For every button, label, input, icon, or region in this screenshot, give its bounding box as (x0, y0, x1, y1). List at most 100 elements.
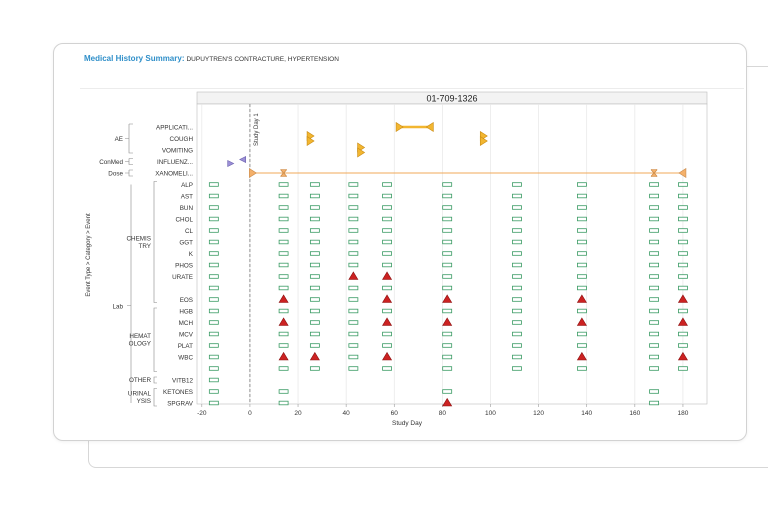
lab-normal-marker (577, 251, 587, 256)
lab-normal-marker (382, 251, 392, 256)
lab-normal-marker (649, 320, 659, 325)
lab-normal-marker (382, 182, 392, 187)
lab-normal-marker (348, 297, 359, 302)
lab-normal-marker (678, 216, 688, 222)
conmed-marker (239, 156, 247, 163)
lab-normal-marker (208, 193, 219, 199)
lab-normal-marker (382, 205, 392, 210)
lab-normal-marker (278, 285, 289, 291)
lab-normal-marker (348, 262, 359, 268)
category-label: OTHER (129, 377, 151, 384)
lab-high-marker (576, 317, 587, 326)
lab-normal-marker (278, 331, 289, 337)
lab-normal-marker (512, 354, 522, 360)
lab-normal-marker (382, 239, 392, 245)
x-axis-label: Study Day (392, 420, 423, 427)
lab-normal-marker (208, 331, 219, 337)
ae-marker (306, 135, 315, 147)
lab-high-marker (677, 317, 688, 326)
lab-high-marker (278, 351, 289, 361)
event-label: INFLUENZ... (157, 159, 193, 166)
type-label: AE (115, 136, 123, 143)
lab-normal-marker (442, 308, 453, 314)
type-bracket (125, 123, 133, 154)
event-label: K (189, 251, 194, 258)
lab-normal-marker (512, 274, 522, 279)
lab-normal-marker (512, 216, 522, 222)
category-label: CHEMIS (127, 235, 152, 242)
lab-normal-marker (649, 182, 659, 187)
lab-normal-marker (649, 262, 659, 268)
lab-high-marker (442, 294, 453, 303)
lab-normal-marker (309, 366, 320, 371)
lab-normal-marker (577, 239, 587, 245)
x-tick-label: 160 (629, 410, 640, 417)
lab-high-marker (442, 397, 453, 407)
lab-normal-marker (208, 366, 219, 371)
lab-normal-marker (278, 182, 289, 187)
lab-normal-marker (649, 308, 659, 314)
lab-normal-marker (442, 262, 453, 268)
lab-normal-marker (309, 251, 320, 256)
lab-normal-marker (382, 285, 392, 291)
category-label: OLOGY (129, 341, 152, 348)
lab-normal-marker (442, 182, 453, 187)
lab-normal-marker (577, 331, 587, 337)
lab-high-marker (442, 317, 453, 326)
lab-normal-marker (309, 216, 320, 222)
lab-normal-marker (649, 251, 659, 256)
lab-normal-marker (512, 343, 522, 348)
medical-history-value: DUPUYTREN'S CONTRACTURE, HYPERTENSION (186, 56, 339, 63)
lab-normal-marker (309, 320, 320, 325)
x-tick-label: 60 (391, 410, 399, 417)
lab-normal-marker (649, 239, 659, 245)
lab-normal-marker (577, 193, 587, 199)
ae-end-marker (425, 121, 434, 133)
lab-normal-marker (348, 331, 359, 337)
lab-normal-marker (442, 228, 453, 233)
lab-normal-marker (577, 262, 587, 268)
lab-normal-marker (382, 228, 392, 233)
category-bracket (153, 307, 157, 372)
lab-high-marker (382, 317, 393, 326)
event-label: ALP (181, 182, 193, 189)
lab-normal-marker (442, 251, 453, 256)
event-label: KETONES (163, 389, 193, 396)
lab-normal-marker (678, 285, 688, 291)
lab-normal-marker (512, 320, 522, 325)
event-label: VITB12 (172, 378, 193, 385)
lab-normal-marker (442, 389, 453, 394)
lab-high-marker (278, 317, 289, 326)
lab-normal-marker (649, 193, 659, 199)
lab-normal-marker (278, 193, 289, 199)
event-label: PLAT (178, 343, 193, 350)
lab-normal-marker (382, 262, 392, 268)
lab-normal-marker (208, 239, 219, 245)
lab-normal-marker (309, 228, 320, 233)
lab-normal-marker (649, 331, 659, 337)
lab-normal-marker (678, 182, 688, 187)
lab-normal-marker (577, 308, 587, 314)
lab-normal-marker (442, 274, 453, 279)
lab-normal-marker (442, 193, 453, 199)
event-label: HGB (179, 309, 193, 316)
lab-normal-marker (278, 216, 289, 222)
lab-normal-marker (309, 262, 320, 268)
lab-normal-marker (309, 331, 320, 337)
lab-normal-marker (649, 228, 659, 233)
conmed-marker (227, 160, 235, 167)
lab-normal-marker (649, 297, 659, 302)
event-label: EOS (180, 297, 193, 304)
lab-normal-marker (382, 216, 392, 222)
lab-normal-marker (577, 285, 587, 291)
event-label: URATE (172, 274, 193, 281)
lab-normal-marker (309, 308, 320, 314)
category-bracket (153, 376, 157, 384)
lab-normal-marker (678, 331, 688, 337)
lab-normal-marker (208, 343, 219, 348)
lab-normal-marker (278, 308, 289, 314)
lab-normal-marker (348, 366, 359, 371)
lab-normal-marker (577, 228, 587, 233)
lab-normal-marker (208, 308, 219, 314)
